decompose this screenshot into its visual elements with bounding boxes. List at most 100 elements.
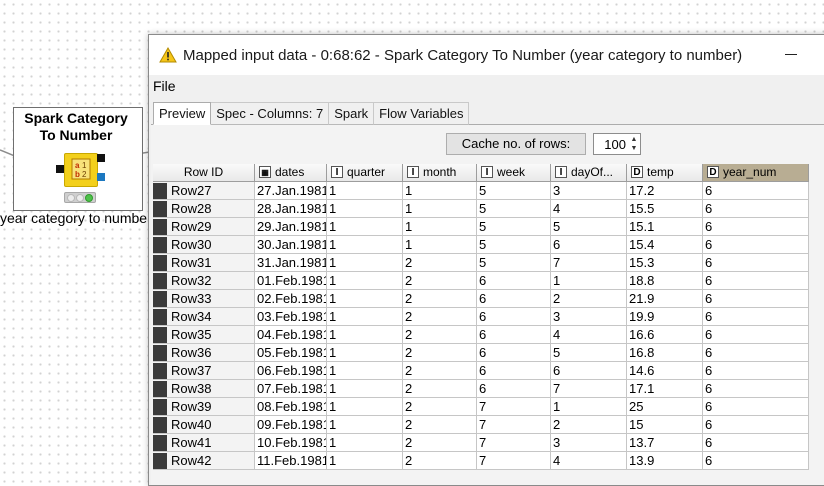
category-to-number-icon[interactable]: a b 1 2: [64, 153, 98, 187]
cache-rows-button[interactable]: Cache no. of rows:: [446, 133, 586, 155]
table-cell[interactable]: 3: [551, 308, 627, 326]
row-id-cell[interactable]: Row35: [153, 326, 255, 344]
table-cell[interactable]: 7: [477, 416, 551, 434]
table-cell[interactable]: 15.1: [627, 218, 703, 236]
table-cell[interactable]: 6: [477, 272, 551, 290]
menu-file[interactable]: File: [153, 78, 176, 94]
row-id-cell[interactable]: Row36: [153, 344, 255, 362]
table-cell[interactable]: 6: [477, 308, 551, 326]
table-cell[interactable]: 6: [703, 452, 809, 470]
table-cell[interactable]: 5: [477, 218, 551, 236]
table-cell[interactable]: 2: [551, 290, 627, 308]
row-id-cell[interactable]: Row30: [153, 236, 255, 254]
table-cell[interactable]: 04.Feb.1981: [255, 326, 327, 344]
table-cell[interactable]: 30.Jan.1981: [255, 236, 327, 254]
node-input-port[interactable]: [56, 165, 64, 173]
table-cell[interactable]: 1: [327, 380, 403, 398]
table-cell[interactable]: 1: [551, 398, 627, 416]
row-id-cell[interactable]: Row32: [153, 272, 255, 290]
row-id-cell[interactable]: Row39: [153, 398, 255, 416]
table-cell[interactable]: 16.6: [627, 326, 703, 344]
table-cell[interactable]: 14.6: [627, 362, 703, 380]
table-cell[interactable]: 7: [477, 398, 551, 416]
table-cell[interactable]: 1: [327, 434, 403, 452]
tab-flow-variables[interactable]: Flow Variables: [373, 102, 470, 125]
table-cell[interactable]: 13.9: [627, 452, 703, 470]
table-cell[interactable]: 4: [551, 452, 627, 470]
table-cell[interactable]: 7: [477, 434, 551, 452]
table-cell[interactable]: 1: [327, 398, 403, 416]
table-cell[interactable]: 2: [403, 326, 477, 344]
table-cell[interactable]: 17.2: [627, 182, 703, 200]
window-titlebar[interactable]: Mapped input data - 0:68:62 - Spark Cate…: [149, 35, 824, 75]
table-cell[interactable]: 6: [703, 272, 809, 290]
row-id-cell[interactable]: Row37: [153, 362, 255, 380]
table-cell[interactable]: 1: [403, 236, 477, 254]
table-cell[interactable]: 6: [703, 362, 809, 380]
cache-rows-input[interactable]: [595, 135, 626, 153]
table-cell[interactable]: 1: [551, 272, 627, 290]
table-cell[interactable]: 21.9: [627, 290, 703, 308]
table-cell[interactable]: 2: [403, 254, 477, 272]
column-header-row-id[interactable]: Row ID: [153, 164, 255, 182]
row-id-cell[interactable]: Row42: [153, 452, 255, 470]
table-cell[interactable]: 6: [703, 290, 809, 308]
table-cell[interactable]: 3: [551, 182, 627, 200]
row-id-cell[interactable]: Row33: [153, 290, 255, 308]
table-cell[interactable]: 1: [403, 218, 477, 236]
table-cell[interactable]: 1: [327, 272, 403, 290]
table-cell[interactable]: 1: [327, 452, 403, 470]
row-id-cell[interactable]: Row40: [153, 416, 255, 434]
table-cell[interactable]: 1: [327, 308, 403, 326]
table-cell[interactable]: 5: [477, 254, 551, 272]
table-cell[interactable]: 6: [703, 344, 809, 362]
node-label[interactable]: year category to numbe: [0, 210, 148, 226]
table-cell[interactable]: 1: [327, 236, 403, 254]
table-cell[interactable]: 25: [627, 398, 703, 416]
table-cell[interactable]: 1: [327, 362, 403, 380]
table-cell[interactable]: 2: [403, 416, 477, 434]
table-cell[interactable]: 11.Feb.1981: [255, 452, 327, 470]
table-cell[interactable]: 1: [327, 326, 403, 344]
table-cell[interactable]: 6: [703, 254, 809, 272]
table-cell[interactable]: 6: [703, 236, 809, 254]
table-cell[interactable]: 6: [703, 200, 809, 218]
table-cell[interactable]: 1: [327, 200, 403, 218]
table-cell[interactable]: 09.Feb.1981: [255, 416, 327, 434]
tab-spark[interactable]: Spark: [328, 102, 375, 125]
table-cell[interactable]: 1: [327, 290, 403, 308]
table-cell[interactable]: 10.Feb.1981: [255, 434, 327, 452]
table-cell[interactable]: 18.8: [627, 272, 703, 290]
table-cell[interactable]: 7: [477, 452, 551, 470]
row-id-cell[interactable]: Row41: [153, 434, 255, 452]
table-cell[interactable]: 5: [477, 200, 551, 218]
table-cell[interactable]: 1: [327, 254, 403, 272]
table-cell[interactable]: 15.3: [627, 254, 703, 272]
table-cell[interactable]: 5: [551, 218, 627, 236]
spinner-up-icon[interactable]: ▲: [630, 136, 638, 143]
table-cell[interactable]: 2: [403, 398, 477, 416]
table-cell[interactable]: 17.1: [627, 380, 703, 398]
table-cell[interactable]: 2: [403, 344, 477, 362]
table-cell[interactable]: 7: [551, 254, 627, 272]
table-cell[interactable]: 29.Jan.1981: [255, 218, 327, 236]
table-cell[interactable]: 16.8: [627, 344, 703, 362]
table-cell[interactable]: 15.4: [627, 236, 703, 254]
table-cell[interactable]: 6: [703, 308, 809, 326]
table-cell[interactable]: 5: [477, 182, 551, 200]
table-cell[interactable]: 05.Feb.1981: [255, 344, 327, 362]
table-cell[interactable]: 02.Feb.1981: [255, 290, 327, 308]
table-cell[interactable]: 6: [703, 182, 809, 200]
table-cell[interactable]: 6: [477, 344, 551, 362]
cache-rows-spinner[interactable]: ▲ ▼: [593, 133, 641, 155]
table-cell[interactable]: 31.Jan.1981: [255, 254, 327, 272]
row-id-cell[interactable]: Row34: [153, 308, 255, 326]
table-cell[interactable]: 27.Jan.1981: [255, 182, 327, 200]
table-cell[interactable]: 06.Feb.1981: [255, 362, 327, 380]
column-header-dates[interactable]: ▦ dates: [255, 164, 327, 182]
table-cell[interactable]: 6: [477, 326, 551, 344]
